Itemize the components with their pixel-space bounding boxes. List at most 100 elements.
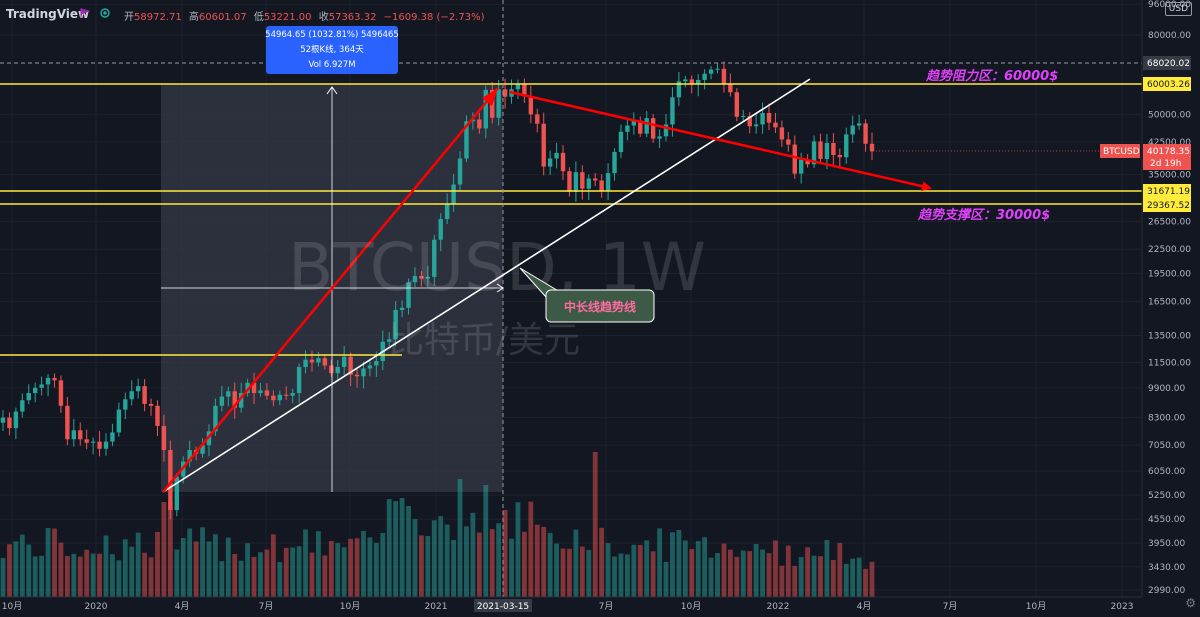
candle [0, 410, 6, 432]
candle [741, 110, 746, 122]
volume-bar [805, 547, 811, 597]
support-lower-price-tag: 29367.52 [1143, 198, 1191, 212]
candle [560, 145, 566, 181]
price-tick-label: 96000.00 [1148, 0, 1191, 10]
volume-bar [122, 539, 128, 597]
volume-bar [618, 553, 624, 597]
candle [148, 398, 154, 416]
candle [90, 437, 96, 455]
candle [522, 78, 527, 103]
volume-bar [341, 547, 347, 597]
candle [515, 79, 521, 100]
candle [39, 376, 44, 396]
candle [399, 300, 405, 318]
ohlc-readout: 开58972.71 高60601.07 低53221.00 收57363.32 … [124, 8, 488, 23]
current-price-tag: BTCUSD 40178.35 2d 19h [1100, 144, 1191, 170]
candle [457, 151, 463, 191]
candle [599, 174, 604, 198]
time-tick-label: 2020 [85, 602, 108, 612]
candle [58, 375, 64, 413]
market-status-icon[interactable] [100, 8, 110, 18]
candle [226, 386, 231, 407]
downtrend-arrow-line[interactable] [509, 90, 932, 192]
candle [271, 390, 276, 407]
uptrend-arrow-line[interactable] [162, 87, 499, 493]
candle [84, 429, 89, 450]
candle [309, 350, 315, 372]
candle [425, 265, 431, 287]
volume-bar [708, 557, 714, 597]
volume-bar [77, 556, 83, 597]
time-tick-label: 4月 [175, 601, 190, 612]
time-tick-label: 10月 [2, 601, 22, 612]
candle [657, 129, 662, 148]
candle [708, 66, 714, 80]
close-value: 57363.32 [328, 12, 377, 23]
time-tick-label: 10月 [681, 601, 701, 612]
volume-bar [283, 547, 289, 597]
volume-bar [560, 548, 566, 597]
volume-bar [238, 560, 244, 597]
volume-bar [316, 531, 321, 597]
volume-bar [0, 557, 6, 597]
volume-bar [663, 561, 669, 597]
svg-text:2021-03-15: 2021-03-15 [477, 602, 529, 612]
candle [528, 85, 534, 124]
volume-bar [830, 559, 836, 597]
price-tick-label: 4550.00 [1148, 515, 1185, 525]
long-term-trendline[interactable] [162, 78, 811, 493]
price-tick-label: 22500.00 [1148, 245, 1191, 255]
candle [683, 75, 688, 88]
candle [251, 372, 257, 404]
candle [547, 150, 553, 175]
tradingview-logo[interactable]: TradingView [6, 5, 89, 23]
time-tick-label: 2022 [767, 602, 790, 612]
svg-text:29367.52: 29367.52 [1147, 201, 1190, 211]
measure-arrowhead-right [496, 283, 504, 293]
time-tick-label: 10月 [1026, 601, 1046, 612]
candle [753, 114, 759, 134]
volume-bar [599, 527, 605, 597]
volume-bar [567, 548, 572, 597]
candle [535, 108, 540, 133]
gear-icon[interactable]: ⚙ [1185, 596, 1196, 610]
volume-bar [58, 542, 64, 597]
candle [219, 385, 225, 412]
current-price-label: 40178.35 [1147, 147, 1190, 157]
volume-bar [760, 549, 765, 597]
candle [7, 412, 12, 436]
volume-bars [0, 452, 875, 597]
volume-bar [206, 541, 212, 597]
volume-bar [155, 531, 160, 597]
volume-bar [670, 532, 675, 597]
volume-bar [354, 538, 360, 597]
volume-bar [97, 553, 102, 597]
flag-icon[interactable] [80, 8, 90, 18]
price-tick-label: 7050.00 [1148, 441, 1185, 451]
trendline-callout[interactable]: 中长线趋势线 [519, 267, 655, 323]
volume-bar [187, 528, 193, 597]
candle [773, 112, 778, 133]
volume-bar [64, 556, 70, 597]
price-tick-label: 42500.00 [1148, 138, 1191, 148]
volume-bar [740, 550, 746, 597]
candle [844, 127, 849, 164]
volume-bar [734, 556, 740, 597]
volume-bar [167, 502, 173, 597]
volume-bar [850, 558, 856, 597]
candle [406, 278, 411, 315]
candle [284, 386, 289, 400]
price-axis[interactable]: 96000.00 80000.00 50000.00 42500.00 35000.00… [1141, 0, 1200, 597]
candle [142, 379, 147, 412]
time-axis[interactable]: 10月 2020 4月 7月 10月 2021 7月 10月 2022 4月 7月 10月 2023 [0, 596, 1200, 613]
time-tick-label: 7月 [599, 601, 614, 612]
candle [174, 473, 179, 517]
volume-bar [26, 544, 32, 597]
watermark-name: 比特币/美元 [388, 320, 580, 361]
candle [593, 173, 598, 187]
candle [464, 115, 469, 163]
currency-selector[interactable]: USD [1164, 2, 1192, 16]
candle [264, 383, 270, 400]
svg-text:60003.26: 60003.26 [1147, 80, 1190, 90]
